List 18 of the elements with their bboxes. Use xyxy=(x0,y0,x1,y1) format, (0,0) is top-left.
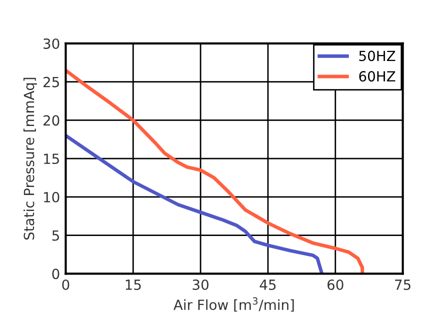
y-axis-title: Static Pressure [mmAq] xyxy=(23,78,37,240)
x-tick-label: 30 xyxy=(192,280,208,290)
x-tick-label: 60 xyxy=(328,280,344,290)
x-tick-label: 75 xyxy=(395,280,410,290)
line-series xyxy=(66,134,324,274)
y-tick-label: 20 xyxy=(44,115,60,126)
y-tick-label: 25 xyxy=(44,76,59,88)
y-tick-label: 15 xyxy=(44,154,59,164)
legend-label: 60HZ xyxy=(359,71,396,82)
x-tick-label: 15 xyxy=(126,280,141,290)
y-tick-label: 5 xyxy=(52,230,59,241)
legend-label: 50HZ xyxy=(359,50,396,62)
y-tick-label: 30 xyxy=(44,38,60,49)
y-tick-label: 10 xyxy=(44,192,60,202)
x-tick-label: 45 xyxy=(260,280,276,290)
y-tick-label: 0 xyxy=(52,268,60,280)
x-axis-title: Air Flow [m$^{3}$/min] xyxy=(174,297,294,312)
x-tick-label: 0 xyxy=(62,280,70,290)
